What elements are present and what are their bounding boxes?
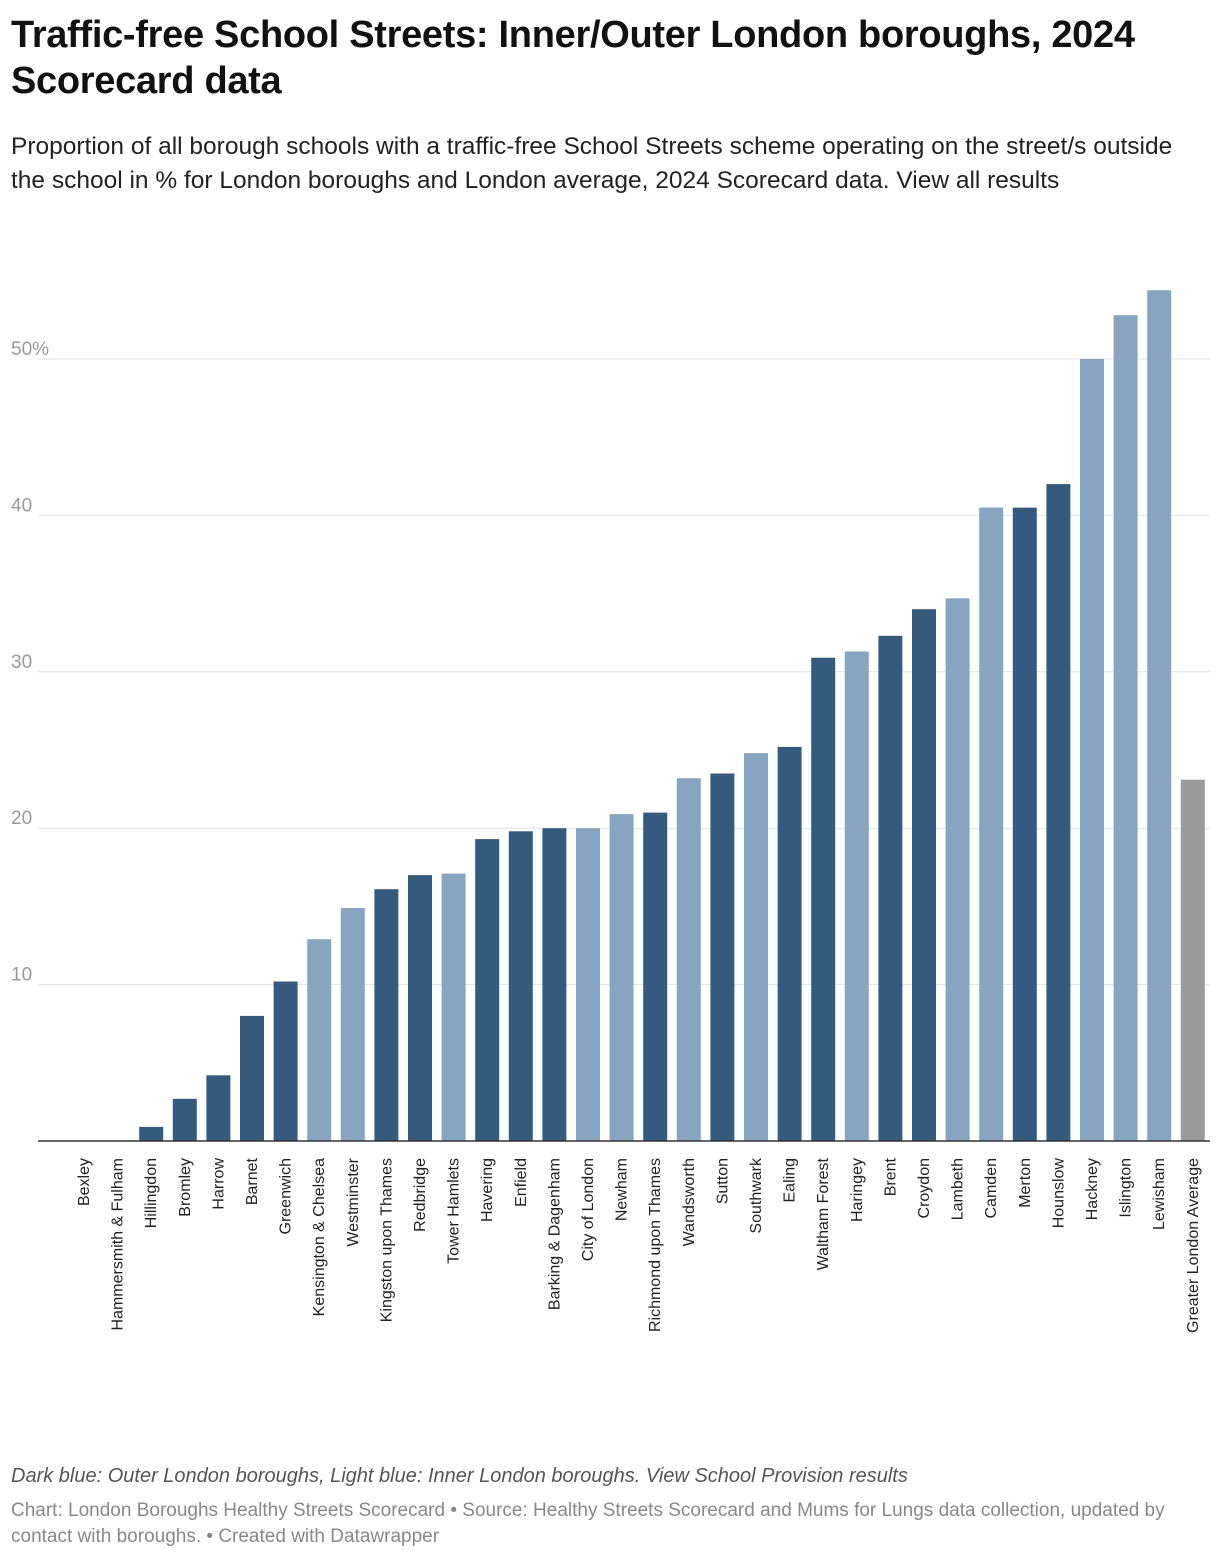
bar-brent[interactable] [878, 635, 903, 1141]
x-tick-label: Ealing [782, 1158, 799, 1202]
bar-enfield[interactable] [508, 831, 533, 1141]
bar-bromley[interactable] [172, 1098, 197, 1141]
x-tick-label: Bromley [177, 1158, 194, 1217]
x-tick-label: Lambeth [950, 1158, 967, 1220]
bar-islington[interactable] [1113, 315, 1138, 1141]
x-tick-label: Havering [479, 1158, 496, 1222]
x-tick-label: City of London [580, 1158, 597, 1261]
bar-westminster[interactable] [340, 908, 365, 1141]
bar-harrow[interactable] [206, 1075, 231, 1141]
y-tick-label: 20 [11, 808, 32, 829]
y-tick-label: 40 [11, 495, 32, 516]
bar-greater-london-average[interactable] [1180, 779, 1205, 1141]
bar-barnet[interactable] [240, 1015, 264, 1141]
bar-tower-hamlets[interactable] [441, 873, 466, 1141]
x-tick-label: Newham [614, 1158, 631, 1221]
x-tick-label: Kensington & Chelsea [311, 1158, 328, 1316]
x-tick-label: Westminster [345, 1157, 362, 1246]
x-tick-label: Merton [1017, 1158, 1034, 1208]
bar-merton[interactable] [1012, 507, 1037, 1142]
x-tick-label: Richmond upon Thames [647, 1158, 664, 1332]
bar-sutton[interactable] [710, 773, 735, 1142]
bar-greenwich[interactable] [273, 981, 298, 1142]
bar-city-of-london[interactable] [576, 828, 600, 1141]
bar-hackney[interactable] [1080, 359, 1104, 1141]
x-tick-label: Lewisham [1151, 1158, 1168, 1230]
chart-title: Traffic-free School Streets: Inner/Outer… [11, 14, 1135, 102]
x-tick-label: Waltham Forest [815, 1157, 832, 1270]
y-tick-label: 30 [11, 652, 32, 673]
x-tick-label: Sutton [714, 1158, 731, 1204]
bar-waltham-forest[interactable] [811, 657, 836, 1141]
x-tick-label: Kingston upon Thames [378, 1158, 395, 1322]
y-tick-label: 50% [11, 339, 49, 360]
x-tick-label: Brent [882, 1157, 899, 1196]
x-tick-label: Barking & Dagenham [546, 1158, 563, 1310]
bar-havering[interactable] [475, 839, 500, 1141]
bar-richmond-upon-thames[interactable] [643, 812, 668, 1141]
bar-lambeth[interactable] [945, 598, 970, 1141]
bar-camden[interactable] [979, 507, 1004, 1142]
bar-chart: 10 20 30 40 50% Bexley Hammersmith & Fulham Hi… [11, 290, 1210, 1333]
bar-southwark[interactable] [744, 753, 768, 1141]
bar-hillingdon[interactable] [139, 1126, 164, 1141]
x-tick-label: Wandsworth [681, 1158, 698, 1246]
x-tick-label: Camden [983, 1158, 1000, 1218]
x-tick-label: Greater London Average [1185, 1158, 1202, 1333]
x-tick-label: Tower Hamlets [446, 1158, 463, 1264]
bar-ealing[interactable] [777, 746, 802, 1141]
x-tick-label: Hillingdon [143, 1158, 160, 1228]
chart-footer: Chart: London Boroughs Healthy Streets S… [11, 1500, 1165, 1547]
bar-hounslow[interactable] [1046, 484, 1071, 1142]
x-tick-label: Hounslow [1050, 1158, 1067, 1229]
bars [139, 290, 1205, 1142]
y-tick-label: 10 [11, 965, 32, 986]
x-tick-label: Barnet [244, 1157, 261, 1205]
bar-newham[interactable] [609, 814, 634, 1141]
x-tick-label: Islington [1118, 1158, 1135, 1218]
x-tick-label: Croydon [916, 1158, 933, 1218]
bar-haringey[interactable] [844, 651, 869, 1142]
chart-notes: Dark blue: Outer London boroughs, Light … [11, 1465, 908, 1487]
x-tick-label: Hackney [1084, 1158, 1101, 1220]
x-tick-label: Bexley [76, 1158, 93, 1206]
x-tick-label: Redbridge [412, 1158, 429, 1232]
x-tick-label: Harrow [210, 1158, 227, 1210]
bar-kensington-chelsea[interactable] [307, 939, 332, 1141]
x-tick-label: Haringey [849, 1158, 866, 1222]
x-tick-label: Enfield [513, 1158, 530, 1207]
bar-kingston-upon-thames[interactable] [374, 889, 399, 1141]
x-tick-label: Hammersmith & Fulham [110, 1158, 127, 1330]
bar-croydon[interactable] [912, 609, 936, 1141]
chart-subtitle: Proportion of all borough schools with a… [11, 133, 1173, 194]
bar-redbridge[interactable] [408, 875, 432, 1141]
bar-wandsworth[interactable] [676, 778, 701, 1141]
bar-barking-dagenham[interactable] [542, 828, 567, 1141]
x-tick-label: Southwark [748, 1157, 765, 1234]
x-tick-label: Greenwich [278, 1158, 295, 1234]
bar-lewisham[interactable] [1147, 290, 1172, 1141]
x-axis-labels: Bexley Hammersmith & Fulham Hillingdon Brom… [76, 1157, 1202, 1333]
